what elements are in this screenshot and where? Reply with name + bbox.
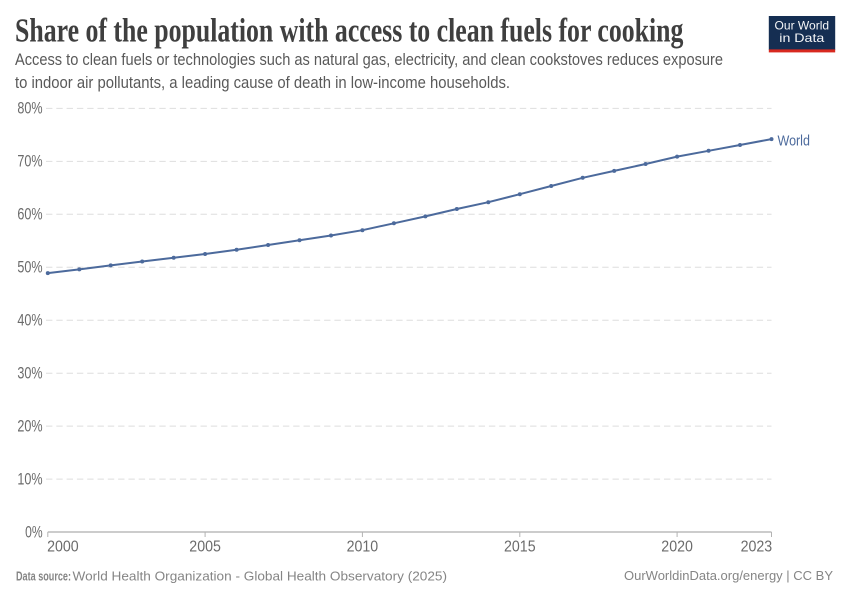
svg-text:Access to clean fuels or techn: Access to clean fuels or technologies su… <box>15 50 723 69</box>
svg-text:70%: 70% <box>17 153 42 171</box>
svg-text:20%: 20% <box>17 417 42 435</box>
svg-text:World: World <box>778 133 810 150</box>
svg-text:2005: 2005 <box>189 539 221 556</box>
svg-text:World Health Organization - Gl: World Health Organization - Global Healt… <box>73 569 448 583</box>
svg-text:2015: 2015 <box>504 539 536 556</box>
svg-text:30%: 30% <box>17 365 42 383</box>
svg-text:10%: 10% <box>17 470 42 488</box>
svg-text:80%: 80% <box>17 100 42 118</box>
svg-text:2020: 2020 <box>661 539 693 556</box>
svg-text:60%: 60% <box>17 206 42 224</box>
svg-text:OurWorldinData.org/energy | CC: OurWorldinData.org/energy | CC BY <box>624 569 834 583</box>
svg-text:to indoor air pollutants, a le: to indoor air pollutants, a leading caus… <box>15 73 510 92</box>
svg-text:0%: 0% <box>25 523 43 541</box>
svg-text:2023: 2023 <box>741 539 773 556</box>
svg-text:50%: 50% <box>17 259 42 277</box>
svg-text:2010: 2010 <box>347 539 379 556</box>
svg-text:Our World: Our World <box>775 19 830 32</box>
svg-text:in Data: in Data <box>779 32 825 45</box>
svg-text:Share of the population with a: Share of the population with access to c… <box>15 13 684 50</box>
svg-text:40%: 40% <box>17 312 42 330</box>
svg-text:2000: 2000 <box>47 539 79 556</box>
svg-text:Data source:: Data source: <box>16 569 71 583</box>
